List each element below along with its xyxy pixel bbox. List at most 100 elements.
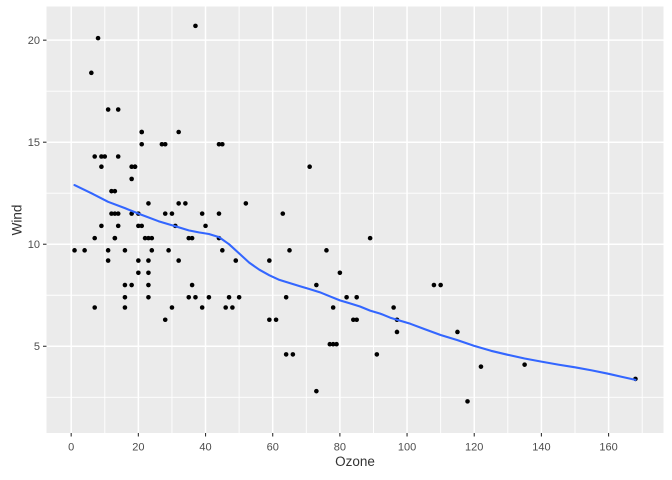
data-point	[186, 294, 192, 300]
data-point	[354, 317, 359, 323]
data-point	[139, 141, 145, 147]
data-point	[176, 129, 181, 135]
data-point	[139, 223, 145, 229]
data-point	[146, 294, 151, 300]
data-point	[72, 248, 77, 253]
data-point	[220, 141, 225, 147]
data-point	[162, 211, 168, 216]
y-tick-label: 20	[28, 35, 40, 47]
y-tick-label: 15	[28, 137, 40, 149]
data-point	[105, 107, 111, 112]
data-point	[283, 294, 289, 300]
data-point	[465, 399, 470, 404]
data-point	[189, 235, 195, 241]
data-point	[129, 282, 134, 288]
data-point	[330, 341, 336, 347]
data-point	[146, 258, 151, 263]
data-point	[199, 211, 205, 216]
data-point	[129, 211, 134, 216]
data-point	[162, 317, 168, 323]
data-point	[149, 248, 155, 253]
panel-background	[46, 6, 664, 433]
data-point	[92, 154, 97, 159]
data-point	[220, 248, 225, 253]
data-point	[374, 352, 380, 357]
data-point	[105, 248, 111, 253]
data-point	[186, 235, 192, 241]
data-point	[146, 201, 151, 206]
data-point	[314, 388, 319, 394]
data-point	[99, 223, 104, 229]
x-tick-label: 40	[199, 442, 211, 454]
data-point	[236, 294, 242, 300]
data-point	[109, 211, 114, 216]
data-point	[199, 305, 205, 310]
data-point	[216, 211, 222, 216]
data-point	[283, 352, 289, 357]
data-point	[193, 294, 198, 300]
x-tick-label: 20	[132, 442, 144, 454]
data-point	[183, 201, 188, 206]
x-tick-label: 160	[599, 442, 617, 454]
data-point	[149, 235, 155, 241]
data-point	[367, 235, 373, 241]
data-point	[105, 258, 111, 263]
x-tick-label: 100	[398, 442, 416, 454]
data-point	[223, 305, 228, 310]
data-point	[166, 248, 171, 253]
data-point	[267, 258, 272, 263]
data-point	[206, 294, 212, 300]
data-point	[478, 364, 484, 369]
data-point	[243, 201, 249, 206]
data-point	[146, 235, 151, 241]
data-point	[307, 164, 312, 169]
data-point	[89, 70, 94, 76]
data-point	[115, 107, 121, 112]
data-point	[112, 211, 118, 216]
data-point	[455, 329, 460, 335]
data-point	[132, 164, 138, 169]
data-point	[193, 23, 198, 29]
data-point	[92, 305, 97, 310]
data-point	[136, 258, 141, 263]
data-point	[115, 211, 121, 216]
data-point	[391, 305, 396, 310]
data-point	[169, 305, 175, 310]
data-point	[129, 176, 134, 182]
data-point	[169, 211, 175, 216]
data-point	[216, 141, 222, 147]
data-point	[330, 305, 336, 310]
data-point	[438, 282, 443, 288]
y-tick-label: 5	[34, 341, 40, 353]
data-point	[203, 223, 208, 229]
data-point	[115, 223, 121, 229]
data-point	[99, 164, 104, 169]
x-tick-label: 80	[334, 442, 346, 454]
data-point	[351, 317, 356, 323]
x-tick-label: 60	[267, 442, 279, 454]
data-point	[159, 141, 165, 147]
data-point	[290, 352, 296, 357]
data-point	[129, 164, 134, 169]
data-point	[189, 282, 195, 288]
x-axis-title: Ozone	[335, 454, 375, 469]
data-point	[109, 188, 114, 194]
data-point	[122, 305, 128, 310]
y-axis-title: Wind	[9, 204, 25, 236]
data-point	[122, 248, 128, 253]
data-point	[327, 341, 333, 347]
data-point	[324, 248, 329, 253]
data-point	[233, 258, 239, 263]
data-point	[522, 362, 527, 367]
data-point	[82, 248, 87, 253]
data-point	[102, 154, 108, 159]
smooth-line	[73, 184, 637, 381]
data-point	[92, 235, 97, 241]
data-point	[122, 282, 128, 288]
x-tick-label: 0	[68, 442, 74, 454]
data-point	[122, 294, 128, 300]
data-point	[273, 317, 279, 323]
x-tick-label: 140	[532, 442, 550, 454]
data-point	[115, 154, 121, 159]
